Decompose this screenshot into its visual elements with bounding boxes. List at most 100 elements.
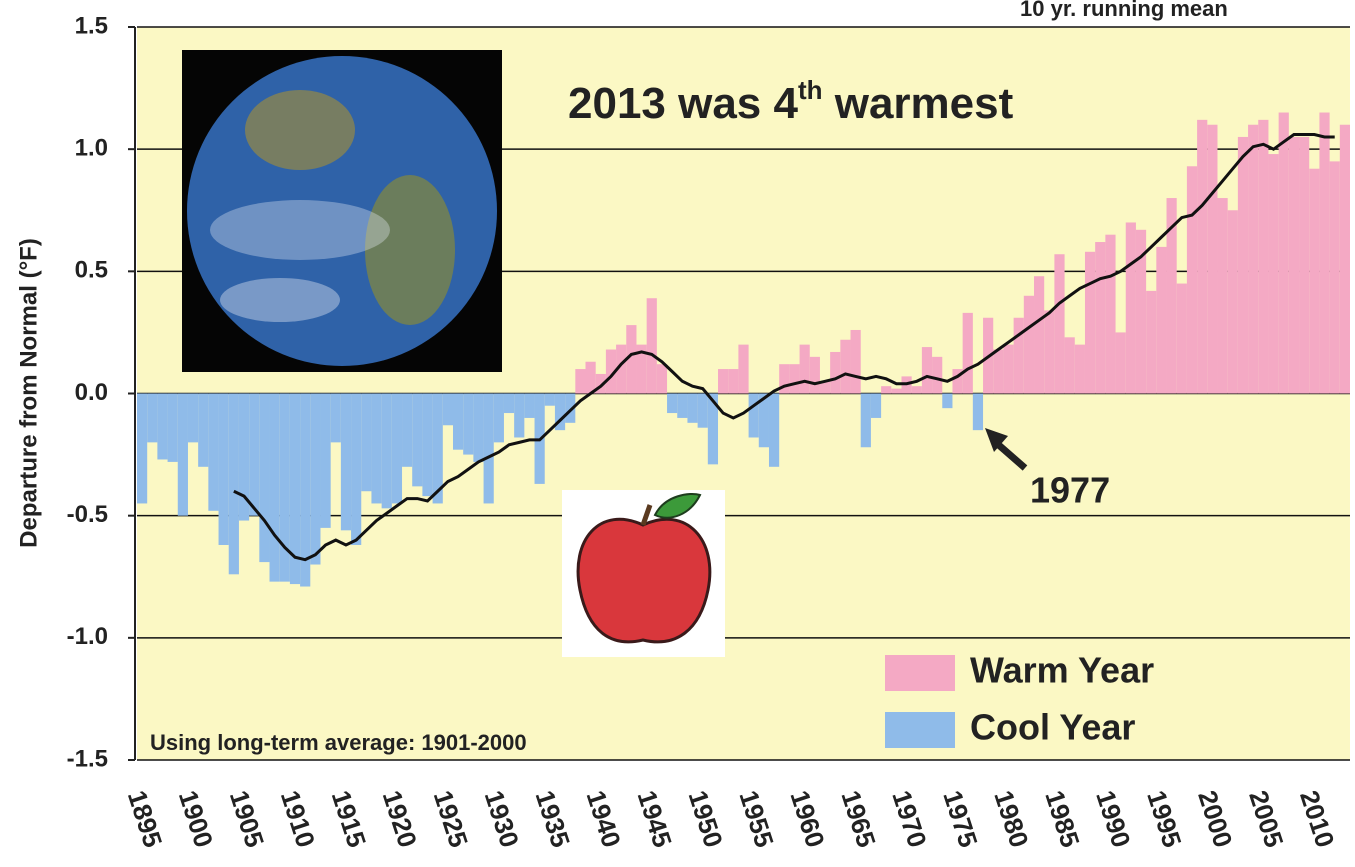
x-tick-label: 2005 <box>1243 787 1289 851</box>
x-tick-label: 1895 <box>122 787 168 851</box>
baseline-note: Using long-term average: 1901-2000 <box>150 730 527 755</box>
x-tick-label: 1980 <box>988 787 1034 851</box>
bar <box>585 361 596 394</box>
bar <box>1176 283 1187 394</box>
bar <box>1054 254 1065 394</box>
bar <box>677 393 688 418</box>
x-tick-label: 1970 <box>886 787 932 851</box>
bar <box>718 369 729 394</box>
bar <box>656 364 668 394</box>
bar <box>789 364 800 394</box>
apple-image <box>562 490 725 657</box>
bar <box>748 393 759 438</box>
x-tick-label: 1990 <box>1090 787 1136 851</box>
bar <box>1003 344 1014 394</box>
bar <box>493 393 504 443</box>
bar <box>1074 344 1085 394</box>
bar <box>1166 198 1177 394</box>
bar <box>1034 276 1045 394</box>
bar <box>514 393 525 438</box>
bar <box>208 393 219 511</box>
x-tick-label: 1960 <box>784 787 830 851</box>
earth-image <box>182 50 502 372</box>
bar <box>463 393 474 455</box>
bar <box>483 393 494 504</box>
bar <box>1044 310 1055 394</box>
bar <box>503 393 515 414</box>
running-mean <box>233 133 1335 562</box>
bar <box>932 356 943 394</box>
bar <box>819 381 831 394</box>
bar <box>707 393 719 465</box>
bar <box>616 344 627 394</box>
bar <box>1135 229 1147 394</box>
bar <box>544 393 555 406</box>
bar <box>768 393 780 467</box>
bar <box>1237 136 1249 394</box>
bar <box>391 393 403 504</box>
running-mean-line <box>233 133 1335 562</box>
bar <box>809 356 820 394</box>
bar <box>442 393 453 426</box>
legend-label: Warm Year <box>970 650 1154 691</box>
legend-swatch <box>885 712 955 748</box>
x-tick-label: 1905 <box>224 787 270 851</box>
bar <box>1084 251 1096 394</box>
y-tick-label: 1.5 <box>75 12 108 39</box>
bar <box>1013 317 1024 394</box>
x-tick-label: 1950 <box>682 787 728 851</box>
bar <box>279 393 290 582</box>
bar <box>361 393 372 492</box>
x-tick-label: 1935 <box>530 787 576 851</box>
bar <box>911 386 922 394</box>
x-tick-label: 1995 <box>1141 787 1187 851</box>
bar <box>830 351 841 394</box>
bar <box>1186 166 1198 394</box>
x-tick-label: 1945 <box>632 787 678 851</box>
bar <box>524 393 535 418</box>
bar <box>575 369 586 394</box>
bar <box>962 312 973 394</box>
bar <box>687 393 698 423</box>
bar <box>1288 136 1300 394</box>
bar <box>351 393 362 545</box>
bar <box>1156 246 1167 394</box>
legend-label: Cool Year <box>970 707 1135 748</box>
bar <box>595 373 606 394</box>
bar <box>646 298 657 394</box>
arrow-label: 1977 <box>1030 470 1110 511</box>
bar <box>432 393 443 504</box>
bar <box>340 393 352 531</box>
bar <box>1278 112 1289 394</box>
bar <box>422 393 433 497</box>
bar <box>412 393 423 487</box>
x-tick-label: 1930 <box>479 787 525 851</box>
x-tick-label: 1985 <box>1039 787 1085 851</box>
bar <box>300 393 311 587</box>
legend-swatch <box>885 655 955 691</box>
bar <box>860 393 871 448</box>
y-tick-label: -1.0 <box>67 623 108 650</box>
y-tick-label: -0.5 <box>67 501 108 528</box>
bar <box>473 393 484 462</box>
bar <box>870 393 882 418</box>
bar <box>1299 136 1310 394</box>
bar <box>402 393 413 467</box>
bar <box>310 393 321 565</box>
bar <box>1207 124 1218 394</box>
bar <box>952 369 963 394</box>
bar <box>137 393 148 504</box>
bar <box>1095 242 1106 394</box>
x-tick-label: 1965 <box>835 787 881 851</box>
bar <box>921 347 933 394</box>
y-tick-label: 0.5 <box>75 257 108 284</box>
bar <box>1023 295 1035 394</box>
bar <box>738 344 749 394</box>
x-tick-label: 1900 <box>173 787 219 851</box>
arrow-head <box>985 428 1008 452</box>
bar <box>1329 161 1340 394</box>
bar <box>667 393 678 414</box>
bar <box>452 393 464 450</box>
bar <box>891 388 902 394</box>
x-tick-label: 1925 <box>428 787 474 851</box>
